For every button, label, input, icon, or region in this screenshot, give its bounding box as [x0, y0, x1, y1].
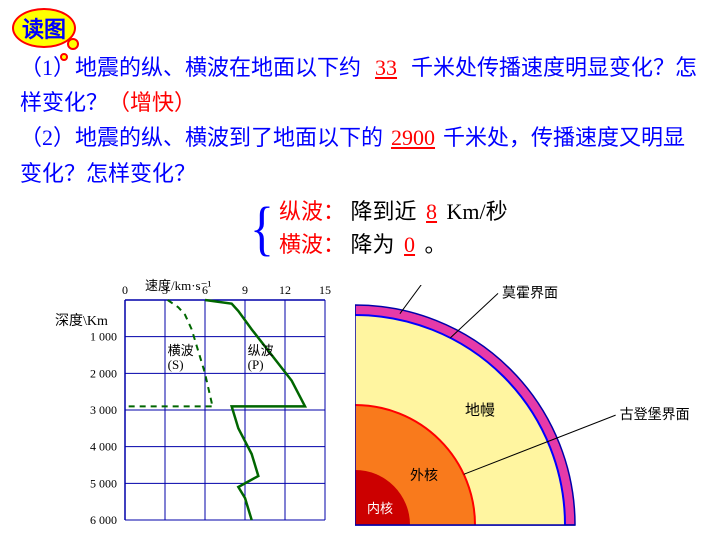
svg-text:1 000: 1 000 — [90, 330, 117, 344]
brace-line2-suffix: 。 — [425, 232, 447, 257]
q1-answer: （增快） — [108, 90, 196, 115]
svg-text:地幔: 地幔 — [465, 402, 495, 419]
svg-text:(S): (S) — [168, 357, 184, 372]
brace-line2-prefix: 降为 — [351, 232, 395, 257]
brace-block: { 纵波： 降到近8Km/秒 横波： 降为0。 — [250, 195, 508, 261]
brace-line1-prefix: 降到近 — [351, 199, 417, 224]
q2-value: 2900 — [383, 120, 443, 155]
svg-text:0: 0 — [122, 283, 128, 297]
svg-text:15: 15 — [319, 283, 331, 297]
brace-line1-value: 8 — [417, 195, 447, 228]
svg-text:莫霍界面: 莫霍界面 — [502, 285, 558, 301]
svg-text:古登堡界面: 古登堡界面 — [620, 407, 690, 423]
earth-sphere: 地壳莫霍界面地幔古登堡界面外核内核 — [355, 285, 715, 545]
bubble-dot — [67, 38, 79, 50]
svg-text:内核: 内核 — [367, 501, 393, 516]
svg-text:6 000: 6 000 — [90, 513, 117, 527]
diagram-area: 速度/km·s⁻¹ 深度\Km 036912151 0002 0003 0004… — [0, 275, 720, 540]
svg-text:4 000: 4 000 — [90, 440, 117, 454]
brace-line1-label: 纵波： — [279, 199, 345, 224]
svg-text:纵波: 纵波 — [248, 343, 274, 358]
svg-text:9: 9 — [242, 283, 248, 297]
svg-text:2 000: 2 000 — [90, 366, 117, 380]
svg-text:外核: 外核 — [410, 468, 438, 484]
question-text: （1）地震的纵、横波在地面以下约33千米处传播速度明显变化？怎样变化？（增快） … — [20, 50, 700, 191]
svg-text:6: 6 — [202, 283, 208, 297]
q2-prefix: （2）地震的纵、横波到了地面以下的 — [20, 125, 383, 150]
svg-text:12: 12 — [279, 283, 291, 297]
brace-line1-unit: Km/秒 — [447, 199, 508, 224]
brace-line2-value: 0 — [395, 228, 425, 261]
svg-text:横波: 横波 — [168, 343, 194, 358]
q1-prefix: （1）地震的纵、横波在地面以下约 — [20, 55, 361, 80]
svg-text:5 000: 5 000 — [90, 476, 117, 490]
svg-text:3 000: 3 000 — [90, 403, 117, 417]
wave-chart: 0 3 6 9 12 15 1 000 2 000 3 000 4 000 5 000 6 000 横波… — [70, 275, 360, 535]
brace-symbol: { — [250, 193, 274, 263]
q1-value: 33 — [361, 50, 411, 85]
svg-text:3: 3 — [162, 283, 168, 297]
svg-text:(P): (P) — [248, 357, 264, 372]
brace-line2-label: 横波： — [279, 232, 345, 257]
